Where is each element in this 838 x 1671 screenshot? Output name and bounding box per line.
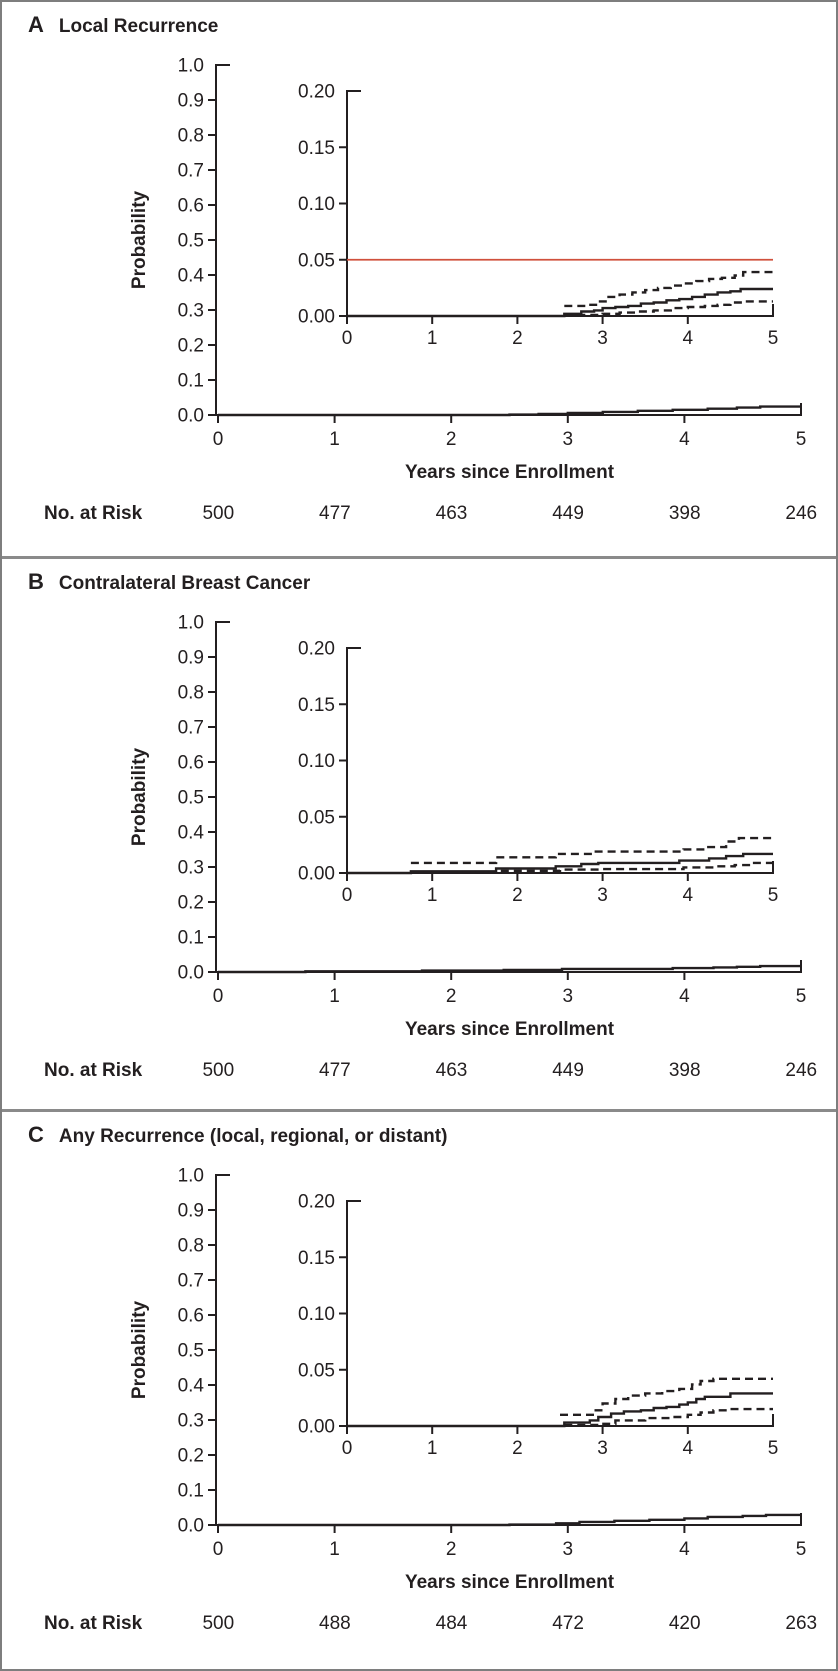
no-at-risk-label: No. at Risk	[44, 1060, 143, 1081]
no-at-risk-row: No. at Risk 500 488 484 472 420 263	[2, 1613, 836, 1637]
panel-letter: A	[28, 12, 44, 37]
panel-title: A Local Recurrence	[28, 12, 218, 38]
x-axis-label: Years since Enrollment	[404, 1572, 615, 1593]
panel-divider	[2, 1109, 836, 1112]
y-axis-label: Probability	[129, 1300, 150, 1400]
risk-count: 500	[202, 503, 235, 524]
panel-letter: C	[28, 1122, 44, 1147]
panel-contralateral-breast-cancer: B Contralateral Breast Cancer Probabilit…	[2, 559, 836, 1109]
risk-count: 246	[785, 503, 818, 524]
no-at-risk-row: No. at Risk 500 477 463 449 398 246	[2, 1060, 836, 1084]
x-axis-label: Years since Enrollment	[404, 462, 615, 483]
risk-count: 398	[668, 503, 701, 524]
x-axis-label: Years since Enrollment	[404, 1019, 615, 1040]
risk-count: 463	[435, 1060, 468, 1081]
no-at-risk-values: 500 477 463 449 398 246	[160, 503, 836, 525]
no-at-risk-label: No. at Risk	[44, 503, 143, 524]
risk-count: 449	[552, 1060, 584, 1081]
panel-title: C Any Recurrence (local, regional, or di…	[28, 1122, 447, 1148]
risk-count: 463	[435, 503, 468, 524]
y-axis-label: Probability	[129, 190, 150, 290]
panel-title-label: Contralateral Breast Cancer	[58, 573, 311, 594]
panel-any-recurrence: C Any Recurrence (local, regional, or di…	[2, 1112, 836, 1669]
risk-count: 246	[785, 1060, 818, 1081]
risk-count: 477	[319, 1060, 351, 1081]
no-at-risk-values: 500 477 463 449 398 246	[160, 1060, 836, 1082]
risk-count: 488	[319, 1613, 351, 1634]
risk-count: 500	[202, 1060, 235, 1081]
risk-count: 477	[319, 503, 351, 524]
risk-count: 420	[668, 1613, 701, 1634]
no-at-risk-label: No. at Risk	[44, 1613, 143, 1634]
panel-local-recurrence: A Local Recurrence Probability Years sin…	[2, 2, 836, 556]
risk-count: 449	[552, 503, 584, 524]
panel-title-label: Local Recurrence	[58, 16, 219, 37]
y-axis-label: Probability	[129, 747, 150, 847]
panel-divider	[2, 556, 836, 559]
risk-count: 484	[435, 1613, 468, 1634]
risk-count: 263	[785, 1613, 818, 1634]
panel-title: B Contralateral Breast Cancer	[28, 569, 310, 595]
panel-title-label: Any Recurrence (local, regional, or dist…	[58, 1126, 448, 1147]
risk-count: 472	[552, 1613, 584, 1634]
no-at-risk-row: No. at Risk 500 477 463 449 398 246	[2, 503, 836, 527]
risk-count: 398	[668, 1060, 701, 1081]
panel-letter: B	[28, 569, 44, 594]
no-at-risk-values: 500 488 484 472 420 263	[160, 1613, 836, 1635]
risk-count: 500	[202, 1613, 235, 1634]
